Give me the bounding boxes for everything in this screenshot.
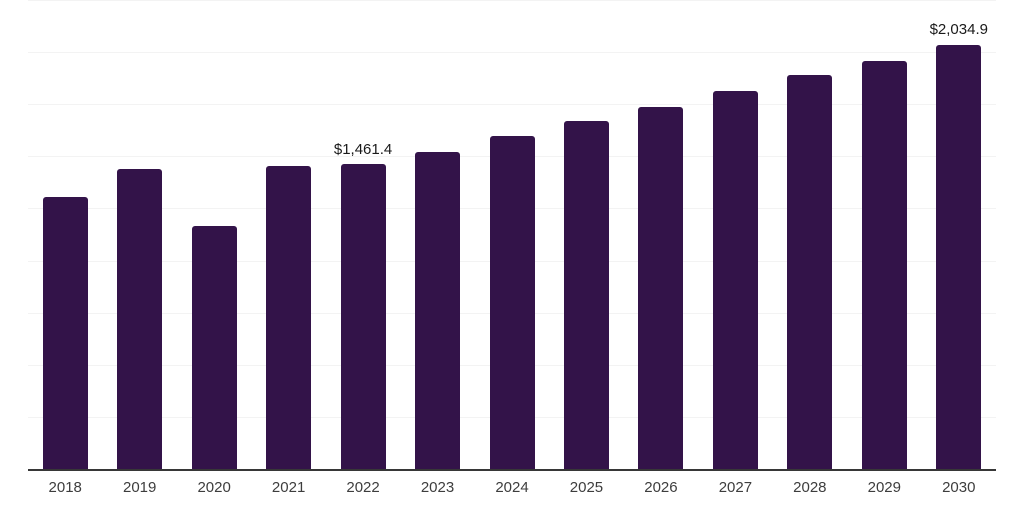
x-axis: 2018 2019 2020 2021 2022 2023 2024 2025 2026 2027… <box>28 479 996 500</box>
x-tick-label-2026: 2026 <box>644 479 678 496</box>
x-tick-label-2025: 2025 <box>569 479 604 496</box>
bar-2030 <box>936 44 982 469</box>
plot-area: $1,461.4 $2,034.9 <box>28 0 996 471</box>
bar-2025 <box>563 120 609 469</box>
x-tick-label-2021: 2021 <box>271 479 306 496</box>
bar-2022 <box>340 164 386 469</box>
bar-2029 <box>861 60 907 469</box>
bar-2026 <box>638 106 684 469</box>
bar-2021 <box>266 165 312 469</box>
x-tick-label-2023: 2023 <box>420 479 455 496</box>
gridline <box>28 52 996 54</box>
bar-2024 <box>489 136 535 469</box>
x-tick-label-2024: 2024 <box>495 479 529 496</box>
bar-2028 <box>787 75 833 469</box>
x-tick-label-2019: 2019 <box>123 479 157 496</box>
gridline <box>28 104 996 106</box>
bar-value-label-2022: $1,461.4 <box>333 140 393 158</box>
bar-2020 <box>191 225 237 469</box>
bar-2018 <box>42 196 88 469</box>
x-tick-label-2028: 2028 <box>793 479 827 496</box>
bar-2027 <box>712 90 758 469</box>
bar-2019 <box>117 169 163 469</box>
x-tick-label-2027: 2027 <box>718 479 753 496</box>
x-tick-label-2030: 2030 <box>942 479 976 496</box>
x-tick-label-2029: 2029 <box>867 479 901 496</box>
x-tick-label-2018: 2018 <box>48 479 82 496</box>
bar-value-label-2030: $2,034.9 <box>929 21 988 39</box>
gridline <box>28 0 996 1</box>
bar-2023 <box>415 152 461 469</box>
x-tick-label-2022: 2022 <box>346 479 380 496</box>
x-tick-label-2020: 2020 <box>197 479 231 496</box>
